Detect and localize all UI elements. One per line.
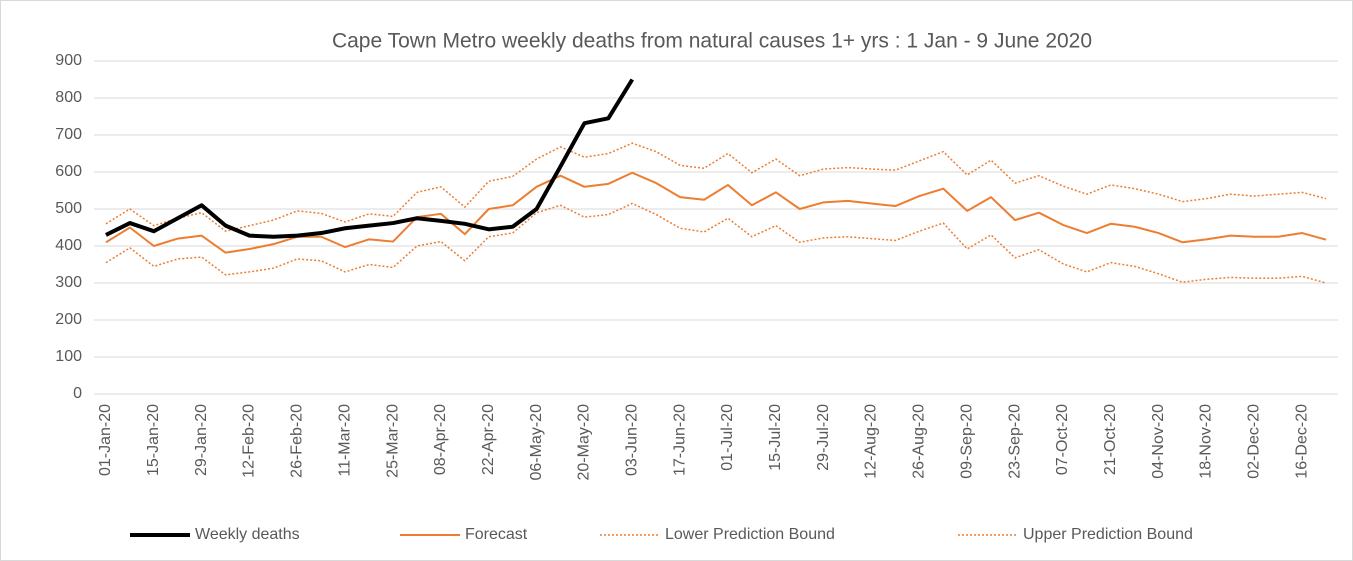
x-tick-label: 20-May-20 xyxy=(576,404,593,481)
x-tick-label: 22-Apr-20 xyxy=(480,404,497,475)
series-line xyxy=(105,142,1327,232)
x-tick-label: 12-Feb-20 xyxy=(241,404,258,478)
x-tick-label: 04-Nov-20 xyxy=(1150,404,1167,479)
y-tick-label: 200 xyxy=(55,311,82,328)
x-tick-label: 23-Sep-20 xyxy=(1006,404,1023,479)
legend-label: Upper Prediction Bound xyxy=(1023,526,1193,543)
y-tick-label: 700 xyxy=(55,126,82,143)
x-tick-label: 02-Dec-20 xyxy=(1245,404,1262,479)
x-tick-label: 03-Jun-20 xyxy=(623,404,640,476)
series-line xyxy=(105,202,1327,284)
y-tick-label: 0 xyxy=(73,385,82,402)
x-tick-label: 25-Mar-20 xyxy=(384,404,401,478)
x-tick-label: 01-Jul-20 xyxy=(719,404,736,471)
x-tick-label: 15-Jul-20 xyxy=(767,404,784,471)
x-tick-label: 08-Apr-20 xyxy=(432,404,449,475)
legend-label: Forecast xyxy=(465,526,528,543)
x-tick-label: 15-Jan-20 xyxy=(145,404,162,476)
chart-title: Cape Town Metro weekly deaths from natur… xyxy=(332,30,1092,53)
x-tick-label: 29-Jul-20 xyxy=(815,404,832,471)
y-tick-label: 800 xyxy=(55,89,82,106)
x-tick-label: 07-Oct-20 xyxy=(1054,404,1071,475)
x-tick-label: 11-Mar-20 xyxy=(336,404,353,477)
x-tick-label: 29-Jan-20 xyxy=(193,404,210,476)
x-tick-label: 09-Sep-20 xyxy=(958,404,975,479)
x-tick-label: 26-Feb-20 xyxy=(289,404,306,478)
y-tick-label: 100 xyxy=(55,348,82,365)
x-tick-label: 26-Aug-20 xyxy=(911,404,928,479)
x-tick-label: 12-Aug-20 xyxy=(863,404,880,479)
x-tick-label: 06-May-20 xyxy=(528,404,545,481)
x-tick-label: 21-Oct-20 xyxy=(1102,404,1119,475)
y-tick-label: 900 xyxy=(55,52,82,69)
x-tick-label: 01-Jan-20 xyxy=(97,404,114,476)
x-tick-label: 17-Jun-20 xyxy=(671,404,688,476)
y-tick-label: 600 xyxy=(55,163,82,180)
legend-label: Weekly deaths xyxy=(195,526,300,543)
x-tick-label: 18-Nov-20 xyxy=(1198,404,1215,479)
legend-label: Lower Prediction Bound xyxy=(665,526,835,543)
y-tick-label: 300 xyxy=(55,274,82,291)
series-line xyxy=(105,78,634,239)
y-tick-label: 500 xyxy=(55,200,82,217)
x-tick-label: 16-Dec-20 xyxy=(1293,404,1310,479)
y-tick-label: 400 xyxy=(55,237,82,254)
series-line xyxy=(105,171,1327,254)
